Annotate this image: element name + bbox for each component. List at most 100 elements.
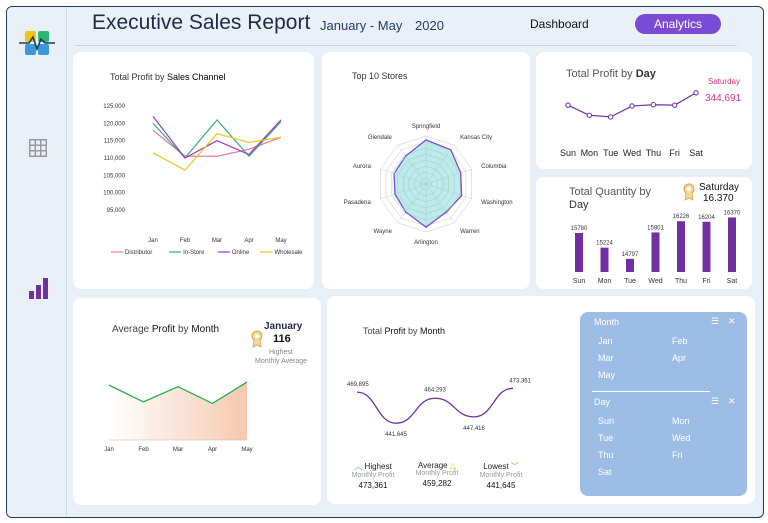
top-stores-radar: Springfield Kansas City Columbia Washington… [344,124,513,246]
sales-channel-title: Total Profit by Sales Channel [110,72,226,82]
profit-day-point [671,102,678,108]
slicer-day-tue[interactable]: Tue [598,433,614,443]
stat-average: Average △ Monthly Profit 459,282 [415,461,459,488]
slicer-day-wed[interactable]: Wed [672,433,691,443]
stat-lowest: Lowest ﹀ Monthly Profit 441,645 [479,462,523,490]
radar-category-label: Washington [481,200,512,206]
x-tick-label: Tue [624,278,636,285]
slicer-day-sat[interactable]: Sat [598,467,612,477]
award-icon [251,330,263,348]
profit-day-point [629,103,635,109]
avg-highlight-value: 116 [273,333,291,345]
slicer-month-feb[interactable]: Feb [672,336,688,346]
slicer-month-apr[interactable]: Apr [672,353,687,363]
y-tick-label: 95,000 [107,208,126,214]
radar-category-label: Springfield [412,124,440,130]
multi-select-icon[interactable]: ☰ [711,396,720,406]
profit-day-point [693,90,699,96]
slicer-divider [592,391,710,392]
x-tick-label: May [275,238,286,244]
bar-value-label: 15801 [647,225,664,231]
logo-icon[interactable] [19,29,55,57]
profit-by-day-highlight-day: Saturday [708,77,741,86]
quantity-bar [600,247,609,272]
radar-category-label: Pasadena [344,200,372,206]
quantity-bar [651,232,660,272]
x-tick-label: Feb [180,238,191,244]
slicer-month-mar[interactable]: Mar [598,353,614,363]
avg-profit-title: Average Profit by Month [112,324,220,335]
profit-by-day-highlight-value: 344,691 [705,93,742,104]
profit-day-point [586,112,593,118]
sales-channel-chart: 125,000 120,000 115,000 110,000 105,000 100,0… [103,104,303,256]
profit-month-title: Total Profit by Month [363,326,446,336]
x-tick-label: Fri [669,148,680,158]
radar-spoke [397,145,427,185]
series-line-online [152,116,282,159]
radar-category-label: Kansas City [460,135,492,141]
radar-inner-ring [414,172,438,196]
clear-filter-icon[interactable]: ✕ [728,316,736,326]
radar-spoke [425,168,472,185]
slicer-day-sun[interactable]: Sun [598,416,615,426]
avg-profit-area [109,382,247,440]
clear-filter-icon[interactable]: ✕ [728,396,736,406]
day-slicer-title: Day [594,397,611,407]
nav-analytics[interactable]: Analytics [635,14,721,34]
sidebar [7,7,67,517]
quantity-bar [728,217,736,272]
avg-profit-line [108,381,248,405]
bar-value-label: 14797 [622,252,639,258]
x-tick-label: Thu [675,278,687,285]
x-tick-label: Wed [648,278,662,285]
profit-by-day-card: Total Profit by Day Saturday 344,691 Sun… [536,52,752,169]
x-tick-label: Jan [148,238,158,244]
y-tick-label: 100,000 [103,191,125,197]
data-value-label: 447,416 [463,426,485,432]
radar-spoke [425,183,455,223]
top-stores-title: Top 10 Stores [352,71,408,81]
legend-label: Online [232,250,250,256]
slicer-month-may[interactable]: May [598,370,616,380]
radar-spoke [425,183,472,200]
data-value-label: 464,293 [424,387,446,393]
profit-month-curve [356,387,514,424]
y-tick-label: 115,000 [104,139,126,145]
bar-chart-icon[interactable] [28,277,48,299]
avg-highlight-caption2: Monthly Average [255,358,308,365]
radar-category-label: Columbia [481,164,507,170]
y-tick-label: 105,000 [103,173,125,179]
quantity-bar [677,221,685,272]
series-line-wholesale [152,133,282,171]
quantity-highlight-day: Saturday [699,182,740,193]
data-value-label: 469,895 [347,382,369,388]
quantity-highlight-value: 16.370 [703,193,734,204]
radar-category-label: Wayne [373,229,392,235]
nav-dashboard[interactable]: Dashboard [530,17,589,31]
x-tick-label: Sat [727,278,738,285]
quantity-bar [626,258,634,272]
slicer-month-jan[interactable]: Jan [598,336,613,346]
slicer-day-fri[interactable]: Fri [672,450,683,460]
multi-select-icon[interactable]: ☰ [711,316,720,326]
series-line-in-store [152,118,282,159]
bar-value-label: 16370 [724,210,741,216]
y-tick-label: 120,000 [103,121,125,127]
x-tick-label: Mon [598,278,612,285]
x-tick-label: Thu [646,148,662,158]
slicer-day-mon[interactable]: Mon [672,416,690,426]
x-tick-label: Sat [689,148,703,158]
x-tick-label: May [241,447,252,453]
profit-day-point [607,114,614,120]
y-tick-label: 125,000 [103,104,125,110]
quantity-by-day-title: Total Quantity by Day [569,186,651,211]
radar-inner-ring [392,150,460,218]
x-tick-label: Apr [208,447,217,453]
x-tick-label: Mon [581,148,599,158]
data-value-label: 473,361 [509,378,531,384]
grid-icon[interactable] [29,139,47,157]
slicer-day-thu[interactable]: Thu [598,450,614,460]
bar-value-label: 16226 [673,214,690,220]
top-stores-card: Top 10 Stores Springfield Kansas City Colu… [322,52,530,289]
down-chevron-icon: ﹀ [510,462,519,471]
